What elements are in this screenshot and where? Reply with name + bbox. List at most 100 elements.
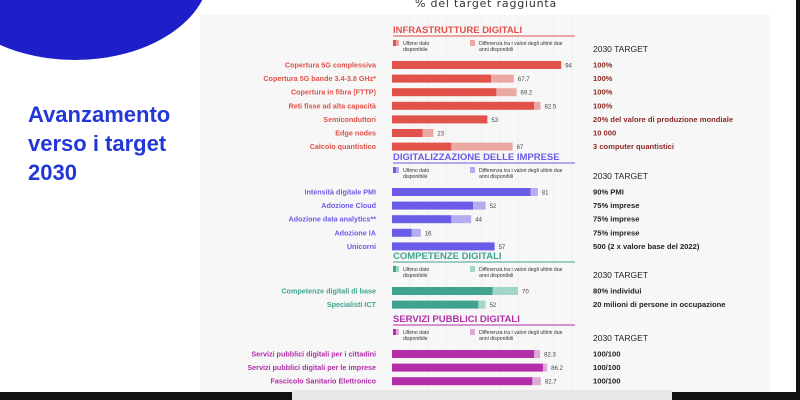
row-target: 75% imprese — [593, 228, 639, 237]
legend-swatch-latest-tail — [396, 266, 399, 272]
bar-value-label: 82.5 — [545, 104, 557, 110]
bar-diff — [543, 363, 548, 372]
row-target: 3 computer quantistici — [593, 142, 674, 151]
target-header: 2030 TARGET — [593, 171, 648, 181]
bar-value-label: 57 — [499, 245, 506, 251]
legend-latest-label-line2: disponibile — [403, 47, 428, 53]
row-label: Reti fisse ad alta capacità — [289, 101, 377, 110]
headline-line-2: verso i target — [28, 131, 167, 156]
row-label: Copertura in fibra (FTTP) — [291, 88, 377, 97]
row-target: 100/100 — [593, 363, 620, 372]
legend-swatch-diff — [470, 40, 475, 46]
row-label: Copertura 5G complessiva — [285, 61, 377, 70]
row-label: Unicorni — [347, 242, 376, 251]
target-header: 2030 TARGET — [593, 44, 648, 54]
bar-value-label: 67.7 — [518, 77, 530, 83]
legend-diff-label-line2: anni disponibili — [479, 47, 513, 53]
screen-frame-right — [796, 0, 800, 400]
bar-diff — [491, 74, 514, 83]
legend-latest-label: Ultimo dato — [403, 267, 429, 273]
legend-swatch-latest-tail — [396, 40, 399, 46]
legend-diff-label-line2: anni disponibili — [479, 336, 513, 342]
bar-diff — [451, 215, 472, 224]
row-label: Adozione data analytics** — [289, 215, 377, 224]
legend-latest-label-line2: disponibile — [403, 174, 428, 180]
row-target: 80% individui — [593, 287, 642, 296]
legend-latest-label: Ultimo dato — [403, 330, 429, 336]
legend-swatch-latest-tail — [396, 167, 399, 173]
bar-latest — [392, 129, 423, 137]
legend-diff-label-line2: anni disponibili — [479, 174, 513, 180]
legend-diff-label: Differenza tra i valori degli ultimi due — [479, 41, 563, 47]
row-label: Servizi pubblici digitali per le imprese — [247, 363, 376, 372]
row-target: 100% — [593, 101, 613, 110]
legend-swatch-diff — [470, 329, 475, 335]
bar-latest — [392, 115, 488, 124]
bar-latest — [392, 242, 495, 251]
row-target: 20% del valore di produzione mondiale — [593, 115, 733, 124]
headline-line-1: Avanzamento — [28, 102, 171, 127]
bar-diff — [496, 88, 517, 97]
row-target: 10 000 — [593, 129, 616, 138]
bar-latest — [392, 188, 531, 196]
legend-swatch-latest — [393, 40, 396, 46]
legend-latest-label-line2: disponibile — [403, 273, 428, 279]
legend-swatch-latest — [393, 167, 396, 173]
bar-value-label: 16 — [425, 231, 432, 237]
legend-diff-label: Differenza tra i valori degli ultimi due — [479, 267, 563, 273]
bar-diff — [530, 188, 538, 196]
bar-latest — [392, 88, 497, 97]
legend-diff-label: Differenza tra i valori degli ultimi due — [479, 168, 563, 174]
legend-swatch-diff — [470, 266, 475, 272]
bar-diff — [451, 142, 513, 151]
bar-latest — [392, 61, 562, 69]
bar-diff — [473, 201, 486, 210]
section-title: DIGITALIZZAZIONE DELLE IMPRESE — [393, 152, 560, 163]
row-label: Intensità digitale PMI — [305, 188, 377, 197]
screen-frame-bottom-center — [292, 390, 672, 400]
bar-value-label: 52 — [490, 204, 497, 210]
legend-latest-label-line2: disponibile — [403, 336, 428, 342]
bar-value-label: 86.2 — [551, 366, 563, 372]
bar-diff — [532, 377, 541, 386]
row-label: Competenze digitali di base — [281, 287, 376, 296]
legend-swatch-latest — [393, 266, 396, 272]
row-target: 100/100 — [593, 377, 620, 386]
legend-swatch-latest — [393, 329, 396, 335]
bar-diff — [422, 129, 434, 137]
section-title: COMPETENZE DIGITALI — [393, 251, 502, 262]
row-label: Adozione Cloud — [321, 201, 376, 210]
bar-value-label: 94 — [565, 64, 572, 70]
bar-latest — [392, 363, 544, 372]
row-label: Specialisti ICT — [327, 300, 377, 309]
bar-latest — [392, 142, 452, 151]
section-title: INFRASTRUTTURE DIGITALI — [393, 25, 522, 36]
bar-value-label: 23 — [437, 132, 444, 138]
row-target: 100% — [593, 61, 613, 70]
bar-diff — [492, 287, 518, 295]
slide-headline: Avanzamento verso i target 2030 — [28, 100, 170, 187]
bar-value-label: 70 — [522, 290, 529, 296]
bar-value-label: 82.3 — [544, 353, 556, 359]
bar-latest — [392, 215, 452, 224]
legend-diff-label-line2: anni disponibili — [479, 273, 513, 279]
bar-latest — [392, 350, 535, 358]
bar-value-label: 67 — [517, 145, 524, 151]
legend-diff-label: Differenza tra i valori degli ultimi due — [479, 330, 563, 336]
row-target: 75% imprese — [593, 201, 639, 210]
bar-latest — [392, 300, 479, 309]
bar-diff — [534, 350, 541, 358]
bar-diff — [534, 101, 541, 110]
bar-diff — [478, 300, 486, 309]
bar-value-label: 82.7 — [545, 380, 557, 386]
row-label: Fascicolo Sanitario Elettronico — [271, 377, 377, 386]
bar-latest — [392, 201, 473, 210]
bar-latest — [392, 74, 491, 83]
bar-diff — [411, 228, 421, 237]
bar-latest — [392, 377, 533, 386]
row-target: 20 milioni di persone in occupazione — [593, 300, 726, 309]
row-target: 75% imprese — [593, 215, 639, 224]
bar-value-label: 81 — [542, 191, 549, 197]
legend-swatch-diff — [470, 167, 475, 173]
